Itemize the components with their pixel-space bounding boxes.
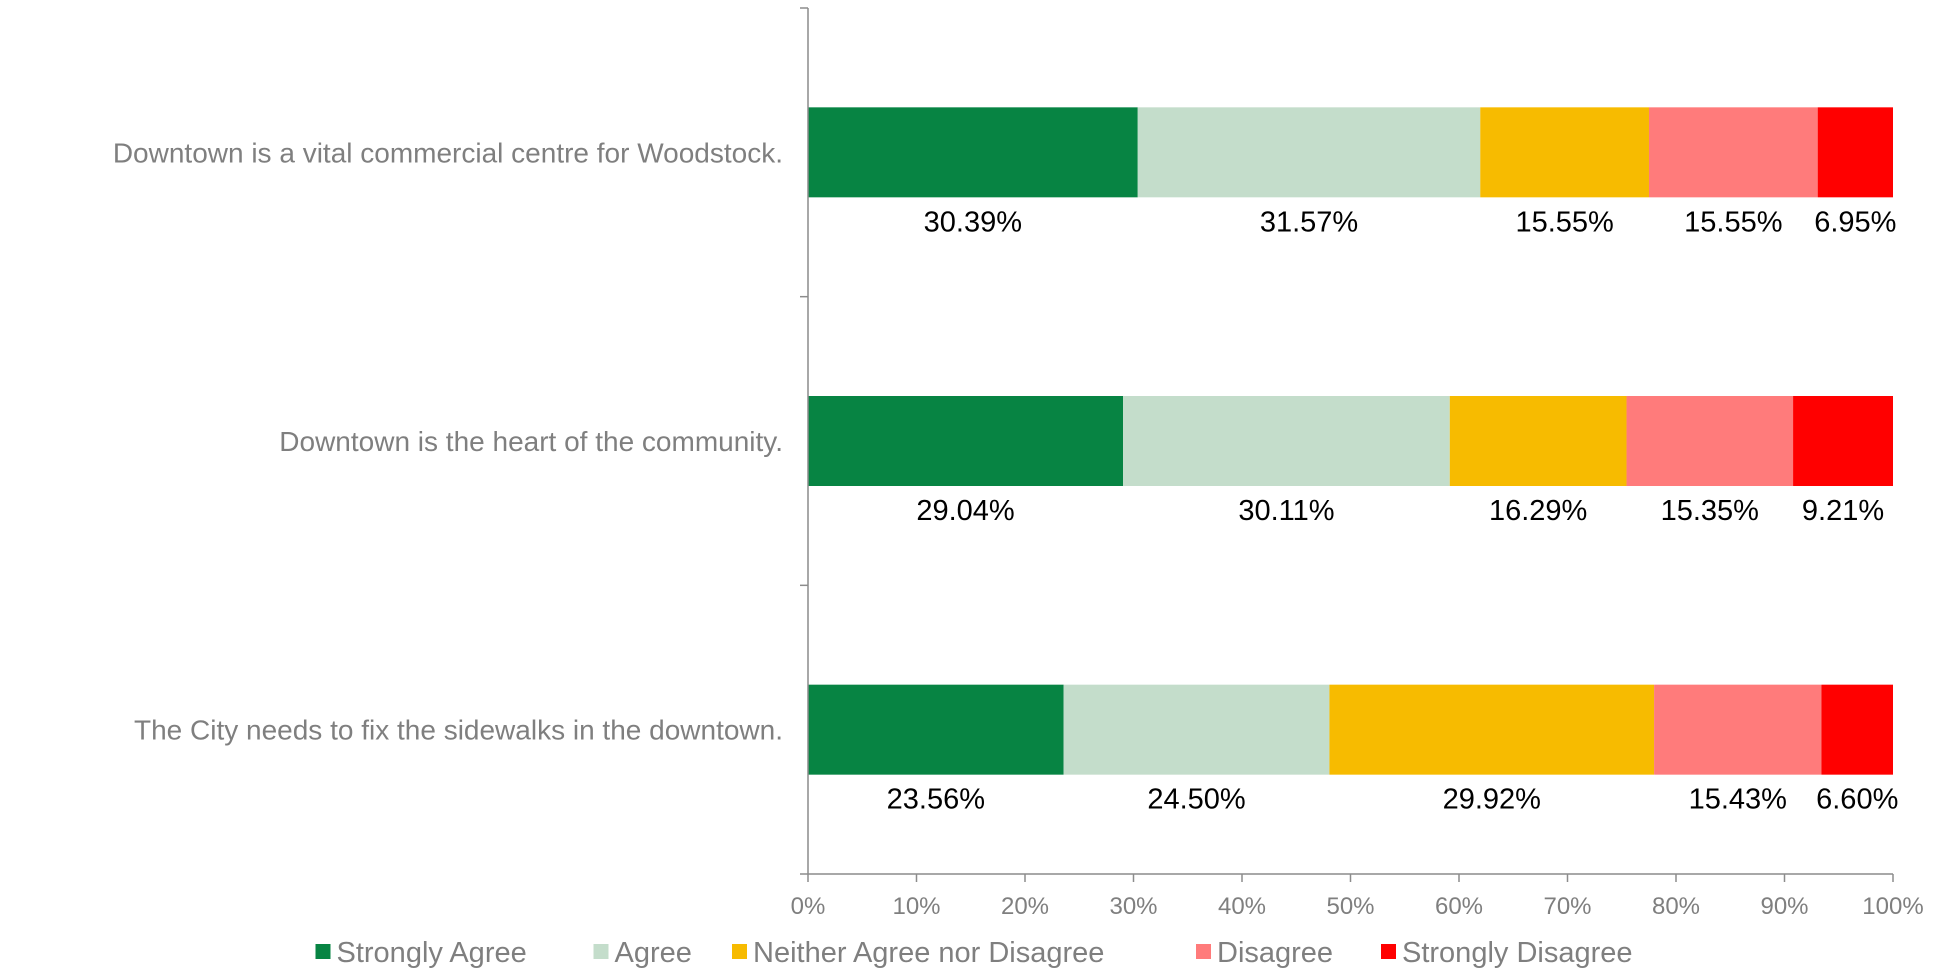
data-label: 29.04% bbox=[916, 495, 1014, 527]
data-label: 6.95% bbox=[1814, 206, 1896, 238]
data-label: 15.43% bbox=[1689, 784, 1787, 816]
data-label: 15.55% bbox=[1684, 206, 1782, 238]
x-tick-label: 50% bbox=[1326, 893, 1374, 920]
legend-label: Strongly Disagree bbox=[1402, 937, 1633, 969]
data-label: 16.29% bbox=[1489, 495, 1587, 527]
data-label: 15.35% bbox=[1661, 495, 1759, 527]
x-tick-label: 60% bbox=[1435, 893, 1483, 920]
category-label: Downtown is a vital commercial centre fo… bbox=[113, 137, 783, 168]
bar-segment bbox=[1817, 107, 1893, 198]
data-label: 30.11% bbox=[1238, 495, 1334, 527]
legend-swatch bbox=[593, 944, 609, 959]
x-tick-label: 0% bbox=[791, 893, 826, 920]
legend-label: Disagree bbox=[1217, 937, 1333, 969]
data-labels-group: 30.39% 31.57% 15.55% 15.55% 6.95% 29.04% 30.11… bbox=[887, 206, 1899, 815]
legend-swatch bbox=[732, 944, 747, 959]
x-tick-label: 10% bbox=[892, 893, 940, 920]
bar-segment bbox=[1449, 396, 1627, 486]
data-label: 9.21% bbox=[1802, 495, 1884, 527]
bar-segment bbox=[1626, 396, 1794, 486]
x-tick-label: 80% bbox=[1652, 893, 1700, 920]
data-label: 23.56% bbox=[887, 784, 985, 816]
bar-segment bbox=[808, 684, 1064, 775]
bar-segment bbox=[1123, 396, 1450, 486]
legend-label: Strongly Agree bbox=[337, 937, 527, 969]
x-tick-label: 100% bbox=[1862, 893, 1923, 920]
bar-segment bbox=[1654, 684, 1822, 775]
legend-swatch bbox=[315, 944, 331, 959]
data-label: 6.60% bbox=[1816, 784, 1898, 816]
bar-segment bbox=[808, 107, 1138, 198]
x-axis-ticks: 0% 10% 20% 30% 40% 50% 60% 70% 80% 90% 100% bbox=[791, 874, 1924, 920]
x-tick-label: 30% bbox=[1109, 893, 1157, 920]
category-label: Downtown is the heart of the community. bbox=[279, 426, 783, 457]
bar-segment bbox=[1329, 684, 1655, 775]
data-label: 24.50% bbox=[1147, 784, 1245, 816]
legend: Strongly Agree Agree Neither Agree nor Dis… bbox=[315, 937, 1633, 969]
bar-segment bbox=[1480, 107, 1649, 198]
bar-segment bbox=[1648, 107, 1818, 198]
bar-segment bbox=[1821, 684, 1893, 775]
bars-group bbox=[808, 107, 1893, 775]
x-tick-label: 70% bbox=[1543, 893, 1591, 920]
legend-label: Neither Agree nor Disagree bbox=[753, 937, 1104, 969]
data-label: 31.57% bbox=[1260, 206, 1358, 238]
x-tick-label: 40% bbox=[1218, 893, 1266, 920]
x-tick-label: 90% bbox=[1760, 893, 1808, 920]
legend-swatch bbox=[1381, 944, 1396, 959]
legend-label: Agree bbox=[615, 937, 692, 969]
data-label: 30.39% bbox=[924, 206, 1022, 238]
legend-swatch bbox=[1196, 944, 1211, 959]
bar-segment bbox=[808, 396, 1124, 486]
x-tick-label: 20% bbox=[1001, 893, 1049, 920]
bar-segment bbox=[1063, 684, 1330, 775]
data-label: 29.92% bbox=[1443, 784, 1541, 816]
y-axis-ticks bbox=[800, 7, 808, 875]
category-label: The City needs to fix the sidewalks in t… bbox=[134, 715, 783, 746]
category-labels: Downtown is a vital commercial centre fo… bbox=[113, 137, 783, 745]
bar-segment bbox=[1137, 107, 1481, 198]
bar-segment bbox=[1793, 396, 1893, 486]
data-label: 15.55% bbox=[1515, 206, 1613, 238]
